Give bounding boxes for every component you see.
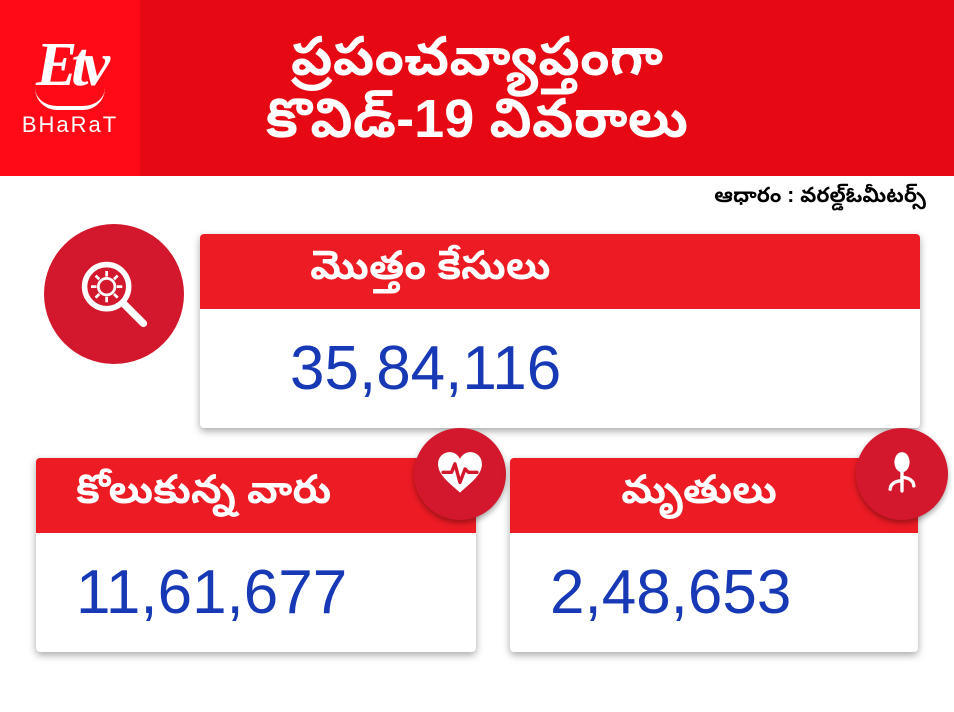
logo-sub-text: BHaRaT [22, 112, 118, 138]
logo-main-text: Etv [36, 38, 104, 94]
heartbeat-icon [414, 428, 506, 520]
card-total-value: 35,84,116 [200, 309, 920, 428]
flower-icon [856, 428, 948, 520]
title-line-1: ప్రపంచవ్యాప్తంగా [140, 26, 814, 88]
card-deaths: మృతులు 2,48,653 [510, 458, 918, 652]
magnifier-virus-icon [44, 224, 184, 364]
card-total-cases: మొత్తం కేసులు 35,84,116 [200, 234, 920, 428]
card-recovered-label: కోలుకున్న వారు [36, 458, 476, 533]
channel-logo: Etv BHaRaT [0, 0, 140, 176]
card-recovered-value: 11,61,677 [36, 533, 476, 652]
source-credit: ఆధారం : వరల్డ్‌ఓమీటర్స్ [714, 184, 926, 213]
page-title: ప్రపంచవ్యాప్తంగా కొవిడ్-19 వివరాలు [140, 26, 954, 150]
card-total-label: మొత్తం కేసులు [200, 234, 920, 309]
logo-arc [35, 88, 105, 110]
card-deaths-value: 2,48,653 [510, 533, 918, 652]
header-bar: Etv BHaRaT ప్రపంచవ్యాప్తంగా కొవిడ్-19 వి… [0, 0, 954, 176]
card-recovered: కోలుకున్న వారు 11,61,677 [36, 458, 476, 652]
title-line-2: కొవిడ్-19 వివరాలు [140, 88, 814, 150]
